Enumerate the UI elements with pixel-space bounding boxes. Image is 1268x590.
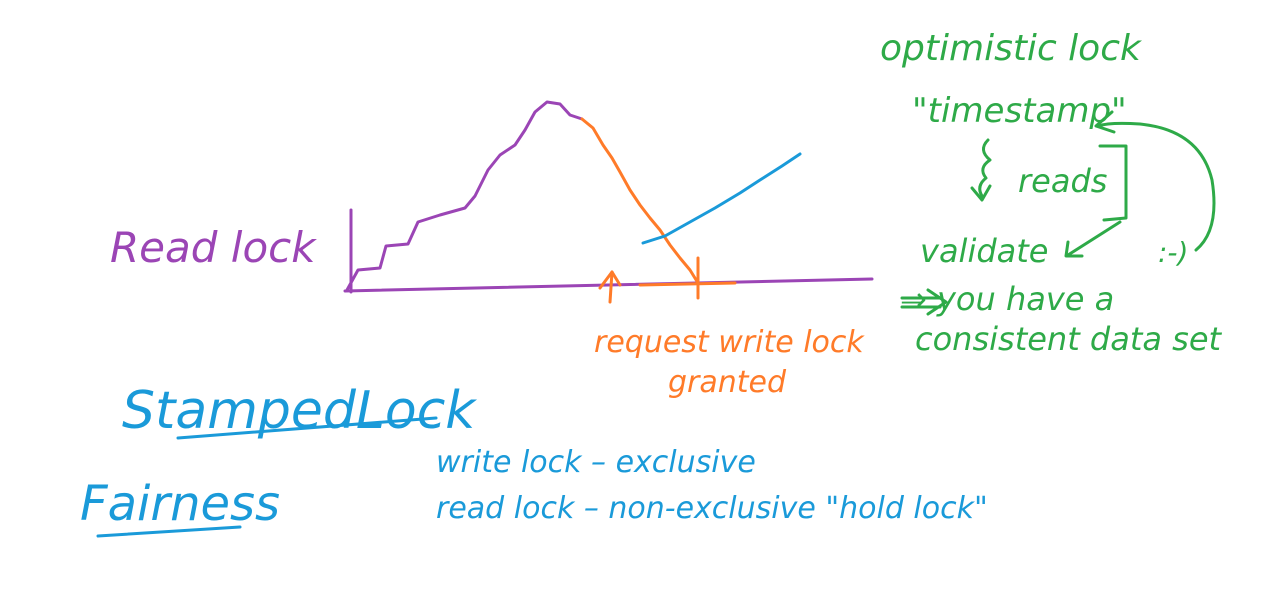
request-write-lock-label: request write lock [594,325,865,360]
timestamp-label: "timestamp" [912,91,1127,131]
fairness-title: Fairness [80,476,280,532]
validate-label: validate [920,232,1048,270]
request-arrow-shaft [608,270,614,304]
bracket-right [1098,144,1128,222]
reads-brace-arrow [970,184,992,202]
reads-label: reads [1018,162,1107,200]
read-lock-curve [345,100,584,292]
write-lock-curve [580,117,700,285]
optimistic-lock-label: optimistic lock [880,28,1143,69]
validate-arrow-head [1064,240,1084,258]
request-arrow-head [598,270,622,290]
fairness-underline [96,525,242,538]
consistent-line-2: consistent data set [915,320,1223,358]
consistent-line-1: ⇒ you have a [900,280,1114,318]
granted-label: granted [668,365,787,400]
write-lock-line: write lock – exclusive [436,445,756,480]
loop-arrow [1096,121,1216,252]
write-lock-base [638,281,737,287]
read-lock-label: Read lock [110,223,317,272]
read-lock-line: read lock – non-exclusive "hold lock" [436,491,988,526]
validate-arrow [1066,220,1122,257]
graph-x-axis [343,277,874,293]
optimistic-curve [641,152,802,245]
reads-brace [978,138,992,198]
smiley: :-) [1158,236,1188,269]
stamped-lock-title: StampedLock [122,381,477,441]
implies-arrow-head [926,288,948,316]
stamped-lock-underline [176,416,438,440]
loop-arrow-head [1094,110,1116,134]
